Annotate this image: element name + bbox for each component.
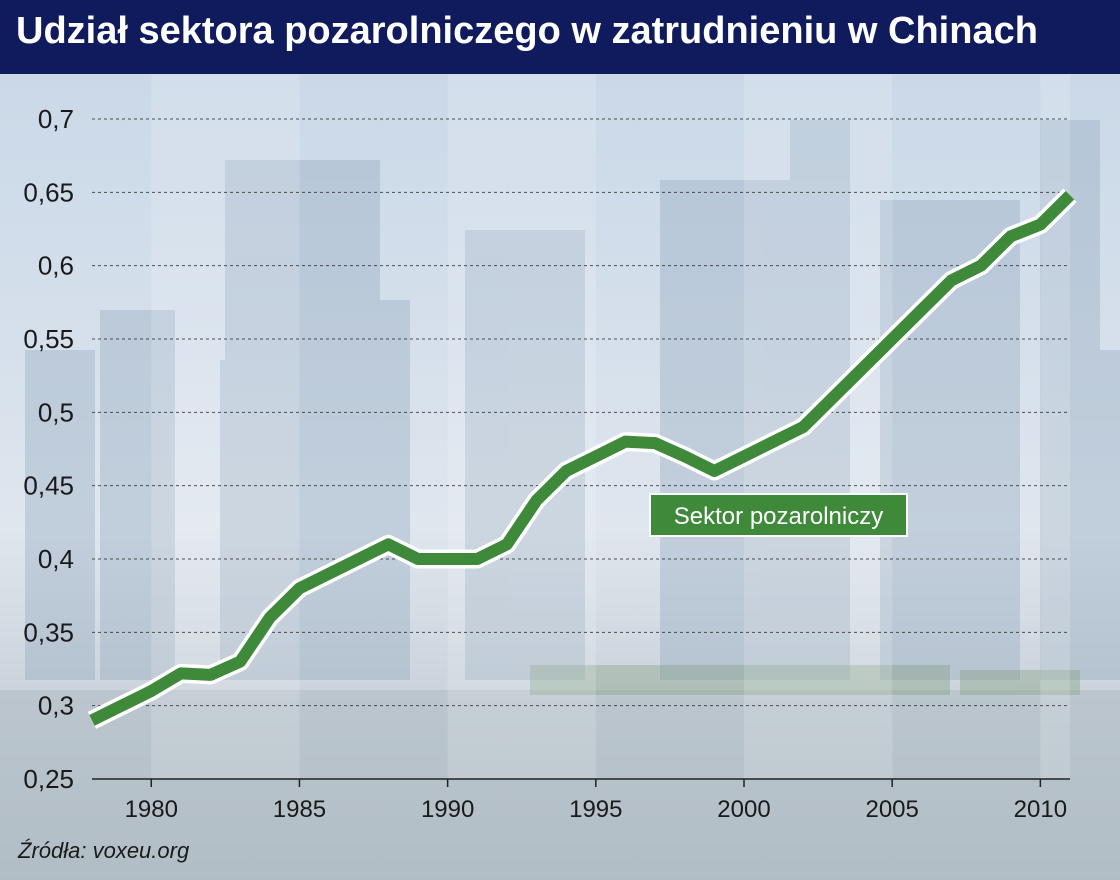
y-tick-label: 0,35 (23, 617, 74, 647)
x-tick-label: 1985 (273, 796, 326, 823)
x-tick-label: 2000 (717, 796, 770, 823)
y-tick-label: 0,5 (38, 397, 74, 427)
chart: 0,25 0,3 0,35 0,4 0,45 0,5 0,55 0,6 0,65 0,7 1980 1… (23, 74, 1077, 823)
title-bar: Udział sektora pozarolniczego w zatrudni… (0, 0, 1120, 74)
background-band (744, 74, 893, 779)
y-tick-label: 0,7 (38, 104, 74, 134)
x-tick-label: 1990 (421, 796, 474, 823)
y-tick-label: 0,55 (23, 324, 74, 354)
x-tick-label: 1995 (569, 796, 622, 823)
series-line (89, 191, 1075, 726)
series-label-box (649, 493, 908, 537)
y-tick-label: 0,4 (38, 544, 74, 574)
x-tick-label: 2010 (1014, 796, 1067, 823)
x-tick-label: 1980 (125, 796, 178, 823)
y-tick-label: 0,65 (23, 177, 74, 207)
background-band (1040, 74, 1070, 779)
series-label: Sektor pozarolniczy (674, 503, 883, 530)
background-band (447, 74, 596, 779)
source-note: Źródła: voxeu.org (18, 838, 190, 863)
x-tick-label: 2005 (865, 796, 918, 823)
y-tick-label: 0,3 (38, 691, 74, 721)
y-tick-label: 0,25 (23, 764, 74, 794)
y-tick-label: 0,6 (38, 251, 74, 281)
chart-title: Udział sektora pozarolniczego w zatrudni… (16, 10, 1038, 52)
y-tick-label: 0,45 (23, 471, 74, 501)
